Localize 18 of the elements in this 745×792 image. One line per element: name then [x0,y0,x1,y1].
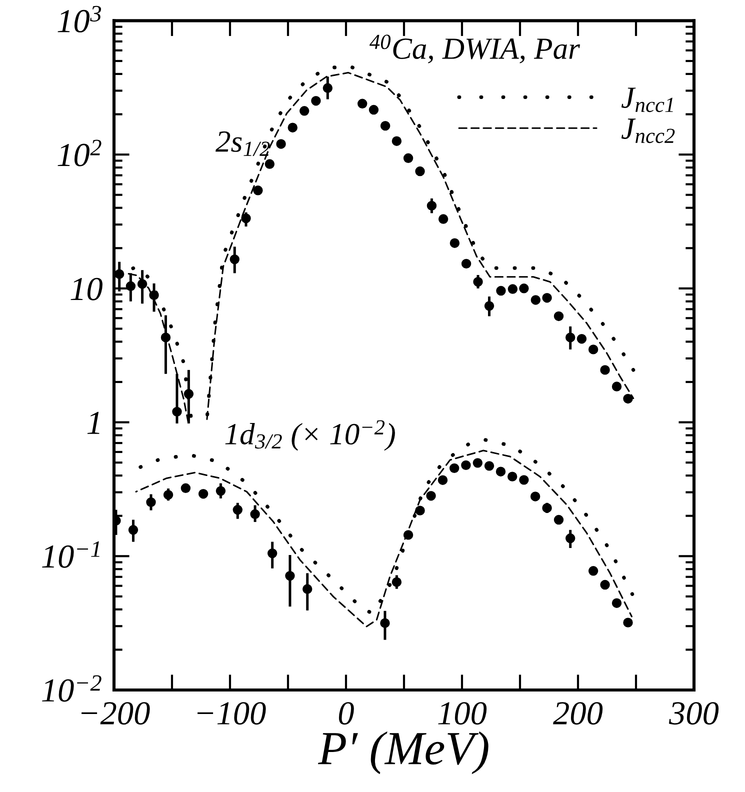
x-tick-label: 0 [338,702,354,725]
legend-label: J$_{ncc1}$ [621,88,673,112]
x-tick-label: 100 [438,702,487,725]
y-tick-label: 1 [87,412,100,434]
x-tick-label: −200 [82,702,150,725]
y-tick-label: 10$^{−1}$ [42,541,100,568]
x-axis-title: P′ (MeV) [318,731,488,774]
x-tick-label: 300 [668,702,719,725]
annotation: 2s$_{1/2}$ [216,131,270,156]
x-tick-label: 200 [553,702,603,725]
annotation: 1d$_{3/2}$ (× 10$^{−2}$) [225,420,395,451]
y-tick-label: 10$^{−2}$ [42,675,102,702]
legend-label: J$_{ncc2}$ [621,118,675,144]
y-tick-label: 10$^{3}$ [58,6,102,32]
y-tick-label: 10 [70,278,102,300]
annotation: $^{40}$Ca, DWIA, Par [370,34,580,64]
y-tick-label: 10$^{2}$ [58,140,102,166]
x-tick-label: −100 [198,702,266,725]
